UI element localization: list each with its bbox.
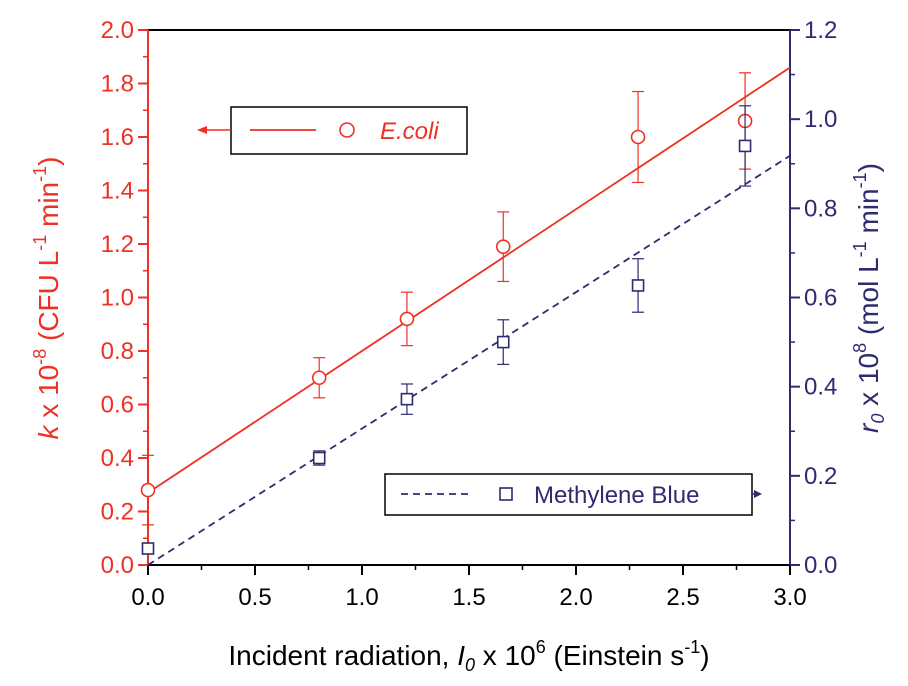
y-right-title-part: x 10 <box>853 353 884 414</box>
y-left-title-sup: -1 <box>30 166 50 182</box>
methylene-blue-point <box>400 392 414 406</box>
y-axis-right-title: r0 x 108 (mol L-1 min-1) <box>850 163 888 433</box>
ecoli-fit-line <box>147 66 791 494</box>
y-right-tick-label: 0.2 <box>804 463 837 490</box>
x-axis: 0.0 0.5 1.0 1.5 2.0 2.5 3.0 <box>131 565 807 611</box>
x-axis-title: Incident radiation, I0 x 106 (Einstein s… <box>228 637 709 675</box>
x-tick-label: 0.0 <box>131 584 164 611</box>
x-tick-label: 2.5 <box>666 584 699 611</box>
y-left-tick-label: 1.6 <box>101 124 134 151</box>
y-right-tick-label: 0.4 <box>804 374 837 401</box>
x-axis-title-sup: 6 <box>536 637 546 657</box>
axis-titles: Incident radiation, I0 x 106 (Einstein s… <box>30 157 888 675</box>
y-left-tick-label: 1.0 <box>101 285 134 312</box>
y-left-tick-label: 1.8 <box>101 71 134 98</box>
y-right-title-sup: -1 <box>850 172 870 188</box>
y-left-title-part: (CFU L <box>33 251 64 349</box>
y-left-tick-label: 0.8 <box>101 338 134 365</box>
y-left-tick-label: 1.2 <box>101 231 134 258</box>
data-marks <box>140 72 753 555</box>
y-right-tick-label: 1.2 <box>804 17 837 44</box>
methylene-blue-point <box>141 542 155 555</box>
legends: E.coli Methylene Blue <box>197 106 762 516</box>
y-right-title-part: min <box>853 188 884 241</box>
y-right-tick-label: 1.0 <box>804 106 837 133</box>
fit-lines <box>147 66 791 566</box>
ecoli-point <box>399 311 415 327</box>
methylene-blue-point <box>631 279 645 292</box>
methylene-blue-point <box>496 335 510 349</box>
y-right-tick-label: 0.8 <box>804 195 837 222</box>
x-axis-title-sub: 0 <box>465 655 475 675</box>
y-axis-left-title: k x 10-8 (CFU L-1 min-1) <box>30 157 64 440</box>
x-tick-label: 0.5 <box>238 584 271 611</box>
ecoli-point <box>311 370 327 386</box>
methylene-blue-legend-label: Methylene Blue <box>534 482 699 509</box>
methylene-blue-legend-box <box>384 473 753 516</box>
y-right-title-sup: 8 <box>850 343 870 353</box>
methylene-blue-fit-line <box>147 154 791 566</box>
methylene-blue-point <box>312 451 326 465</box>
x-axis-title-sup: -1 <box>684 637 700 657</box>
methylene-blue-point <box>738 139 752 153</box>
y-left-tick-label: 2.0 <box>101 17 134 44</box>
ecoli-legend-marker <box>339 122 355 138</box>
y-right-tick-label: 0.6 <box>804 285 837 312</box>
x-tick-label: 2.0 <box>559 584 592 611</box>
ecoli-legend-arrow-head <box>197 126 207 134</box>
y-left-title-sup: -8 <box>30 349 50 365</box>
x-axis-title-part: Incident radiation, <box>228 640 457 671</box>
ecoli-point <box>140 482 156 498</box>
y-left-tick-label: 0.2 <box>101 499 134 526</box>
y-axis-left: 0.0 0.2 0.4 0.6 0.8 1.0 1.2 1.4 1.6 1.8 2.0 <box>101 17 148 579</box>
y-right-title-part: (mol L <box>853 257 884 343</box>
x-axis-title-var: I <box>457 640 465 671</box>
y-left-title-part: ) <box>33 157 64 166</box>
ecoli-legend-label: E.coli <box>380 118 439 145</box>
y-right-title-sup: -1 <box>850 241 870 257</box>
x-tick-label: 1.5 <box>452 584 485 611</box>
y-right-title-var: r <box>853 422 884 433</box>
y-left-title-sup: -1 <box>30 235 50 251</box>
y-left-title-part: min <box>33 182 64 235</box>
x-axis-title-part: x 10 <box>475 640 536 671</box>
y-left-title-part: x 10 <box>33 365 64 426</box>
ecoli-point <box>630 129 646 145</box>
methylene-blue-legend-marker <box>499 487 513 501</box>
ecoli-point <box>495 239 511 254</box>
y-left-tick-label: 0.0 <box>101 552 134 579</box>
y-right-tick-label: 0.0 <box>804 552 837 579</box>
x-tick-label: 3.0 <box>773 584 806 611</box>
x-axis-title-part: (Einstein s <box>546 640 685 671</box>
methylene-blue-legend-arrow-head <box>754 490 762 498</box>
y-right-title-part: ) <box>853 163 884 172</box>
y-left-tick-label: 0.4 <box>101 445 134 472</box>
y-axis-right: 0.0 0.2 0.4 0.6 0.8 1.0 1.2 <box>790 17 837 579</box>
y-left-title-var: k <box>33 423 64 439</box>
y-right-title-sub: 0 <box>868 414 888 424</box>
y-left-tick-label: 1.4 <box>101 178 134 205</box>
x-axis-title-part: ) <box>700 640 709 671</box>
x-tick-label: 1.0 <box>345 584 378 611</box>
y-left-tick-label: 0.6 <box>101 392 134 419</box>
